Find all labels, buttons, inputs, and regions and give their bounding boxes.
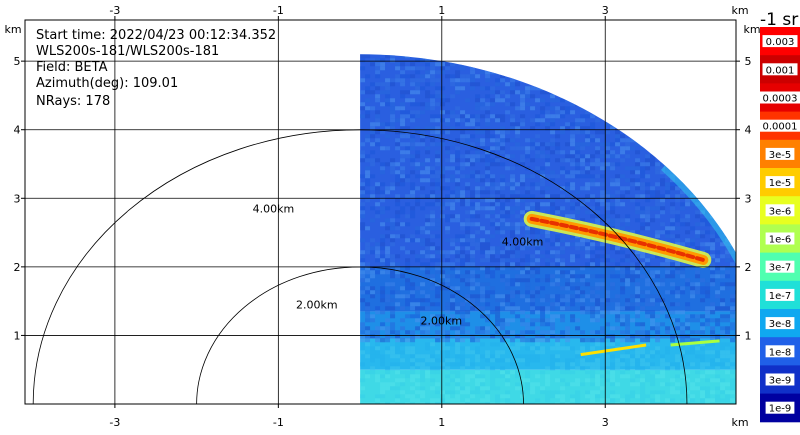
x-tick-label-top: 3 — [602, 4, 609, 17]
colorbar-label: 1e-7 — [769, 291, 792, 302]
y-tick-label-left: 5 — [14, 55, 21, 68]
colorbar-label: 3e-7 — [769, 263, 792, 274]
colorbar-label-bg — [765, 317, 795, 330]
colorbar-label-bg — [759, 91, 800, 104]
instrument-text: WLS200s-181/WLS200s-181 — [36, 44, 219, 59]
colorbar-label-bg — [762, 63, 798, 76]
y-tick-label-right: 5 — [745, 55, 752, 68]
colorbar-label-bg — [765, 373, 795, 386]
x-tick-label-top: 1 — [438, 4, 445, 17]
x-tick-label-bottom: 3 — [602, 416, 609, 429]
y-tick-label-left: 1 — [14, 329, 21, 342]
axis-unit-label: km — [743, 23, 760, 36]
range-ring-label: 2.00km — [421, 315, 463, 328]
y-tick-label-right: 1 — [745, 329, 752, 342]
axis-unit-label: km — [731, 4, 748, 17]
colorbar-label: 1e-5 — [769, 178, 792, 189]
x-tick-label-top: -1 — [273, 4, 284, 17]
plot-frame — [24, 19, 737, 405]
aerosol-layer-peak — [529, 216, 706, 262]
colorbar-label: 1e-9 — [769, 404, 792, 415]
colorbar-label: 1e-8 — [769, 347, 792, 358]
y-tick-label-left: 4 — [14, 124, 21, 137]
sector-edge — [660, 162, 736, 404]
colorbar-label-bg — [765, 147, 795, 160]
x-tick-label-bottom: -1 — [273, 416, 284, 429]
colorbar-label-bg — [765, 176, 795, 189]
colorbar-label-bg — [762, 35, 798, 48]
nrays-text: NRays: 178 — [36, 94, 110, 109]
colorbar-label-bg — [765, 260, 795, 273]
colorbar-label-bg — [765, 232, 795, 245]
y-tick-label-right: 2 — [745, 261, 752, 274]
colorbar: 0.003 0.001 0.0003 0.0001 3e-5 1e-5 3e-6 1e-6 3e… — [759, 27, 800, 423]
y-tick-label-right: 3 — [745, 192, 752, 205]
colorbar-label: 3e-8 — [769, 319, 792, 330]
x-tick-label-top: -3 — [109, 4, 120, 17]
colorbar-label-bg — [765, 345, 795, 358]
colorbar-label-bg — [765, 401, 795, 414]
y-tick-label-left: 2 — [14, 261, 21, 274]
low-level-streak — [580, 343, 647, 357]
colorbar-title: -1 sr — [760, 10, 798, 30]
colorbar-label: 0.0003 — [763, 94, 798, 105]
field-text: Field: BETA — [36, 60, 108, 75]
range-ring-label: 4.00km — [502, 235, 544, 248]
colorbar-label: 3e-9 — [769, 376, 792, 387]
colorbar-label: 0.001 — [766, 65, 795, 76]
axis-unit-label: km — [731, 416, 748, 429]
x-tick-label-bottom: -3 — [109, 416, 120, 429]
azimuth-text: Azimuth(deg): 109.01 — [36, 76, 178, 91]
y-tick-label-right: 4 — [745, 124, 752, 137]
data-sector — [360, 54, 736, 404]
range-ring-label: 4.00km — [253, 203, 295, 216]
range-ring — [196, 266, 524, 404]
range-ring — [32, 129, 688, 404]
info-block: Start time: 2022/04/23 00:12:34.352 WLS2… — [36, 28, 276, 109]
start-time-text: Start time: 2022/04/23 00:12:34.352 — [36, 28, 276, 43]
colorbar-label: 0.0001 — [763, 122, 798, 133]
range-ring-label: 2.00km — [296, 298, 338, 311]
colorbar-label-bg — [765, 204, 795, 217]
x-tick-label-bottom: 1 — [438, 416, 445, 429]
axis-unit-label: km — [4, 23, 21, 36]
colorbar-label: 3e-6 — [769, 206, 792, 217]
colorbar-label-bg — [765, 288, 795, 301]
colorbar-label: 0.003 — [766, 37, 795, 48]
colorbar-label: 1e-6 — [769, 235, 792, 246]
y-tick-label-left: 3 — [14, 192, 21, 205]
colorbar-label: 3e-5 — [769, 150, 792, 161]
colorbar-label-bg — [759, 119, 800, 132]
